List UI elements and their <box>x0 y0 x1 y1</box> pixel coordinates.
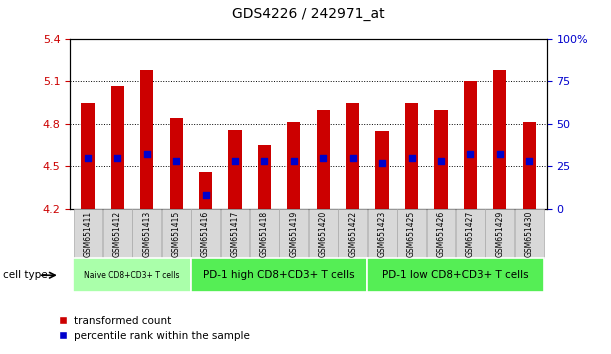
Bar <box>199 172 212 209</box>
Point <box>377 160 387 166</box>
Text: GSM651412: GSM651412 <box>113 211 122 257</box>
Bar <box>346 103 359 209</box>
Text: GSM651427: GSM651427 <box>466 211 475 257</box>
Text: GSM651426: GSM651426 <box>436 211 445 257</box>
Text: GSM651416: GSM651416 <box>201 211 210 257</box>
Point <box>348 155 357 161</box>
Text: GSM651418: GSM651418 <box>260 211 269 257</box>
Bar <box>405 103 418 209</box>
Point <box>318 155 328 161</box>
Text: GSM651413: GSM651413 <box>142 211 152 257</box>
Text: GSM651425: GSM651425 <box>407 211 416 257</box>
Text: GSM651417: GSM651417 <box>230 211 240 257</box>
Point <box>260 159 269 164</box>
Bar <box>464 81 477 209</box>
Text: GSM651411: GSM651411 <box>84 211 92 257</box>
Bar <box>522 122 536 209</box>
Text: cell type: cell type <box>3 270 48 280</box>
Bar <box>140 70 153 209</box>
Text: GSM651429: GSM651429 <box>496 211 504 257</box>
Point <box>495 152 505 157</box>
Text: PD-1 low CD8+CD3+ T cells: PD-1 low CD8+CD3+ T cells <box>382 270 529 280</box>
Bar <box>229 130 241 209</box>
Text: GSM651423: GSM651423 <box>378 211 387 257</box>
Text: Naive CD8+CD3+ T cells: Naive CD8+CD3+ T cells <box>84 271 180 280</box>
Point <box>171 159 181 164</box>
Text: GSM651419: GSM651419 <box>290 211 298 257</box>
Legend: transformed count, percentile rank within the sample: transformed count, percentile rank withi… <box>54 311 254 345</box>
Point <box>407 155 417 161</box>
Bar <box>434 110 448 209</box>
Text: GSM651422: GSM651422 <box>348 211 357 257</box>
Bar <box>493 70 507 209</box>
Point <box>466 152 475 157</box>
Bar <box>258 145 271 209</box>
Text: GSM651415: GSM651415 <box>172 211 181 257</box>
Point <box>436 159 446 164</box>
Bar <box>170 118 183 209</box>
Text: GSM651430: GSM651430 <box>525 210 533 257</box>
Bar <box>316 110 330 209</box>
Point <box>142 152 152 157</box>
Point <box>200 193 210 198</box>
Point <box>524 159 534 164</box>
Point <box>83 155 93 161</box>
Point <box>289 159 299 164</box>
Bar <box>111 86 124 209</box>
Bar <box>81 103 95 209</box>
Point <box>112 155 122 161</box>
Text: GSM651420: GSM651420 <box>319 211 327 257</box>
Bar <box>287 122 301 209</box>
Bar <box>376 131 389 209</box>
Text: PD-1 high CD8+CD3+ T cells: PD-1 high CD8+CD3+ T cells <box>203 270 355 280</box>
Point <box>230 159 240 164</box>
Text: GDS4226 / 242971_at: GDS4226 / 242971_at <box>232 7 385 21</box>
